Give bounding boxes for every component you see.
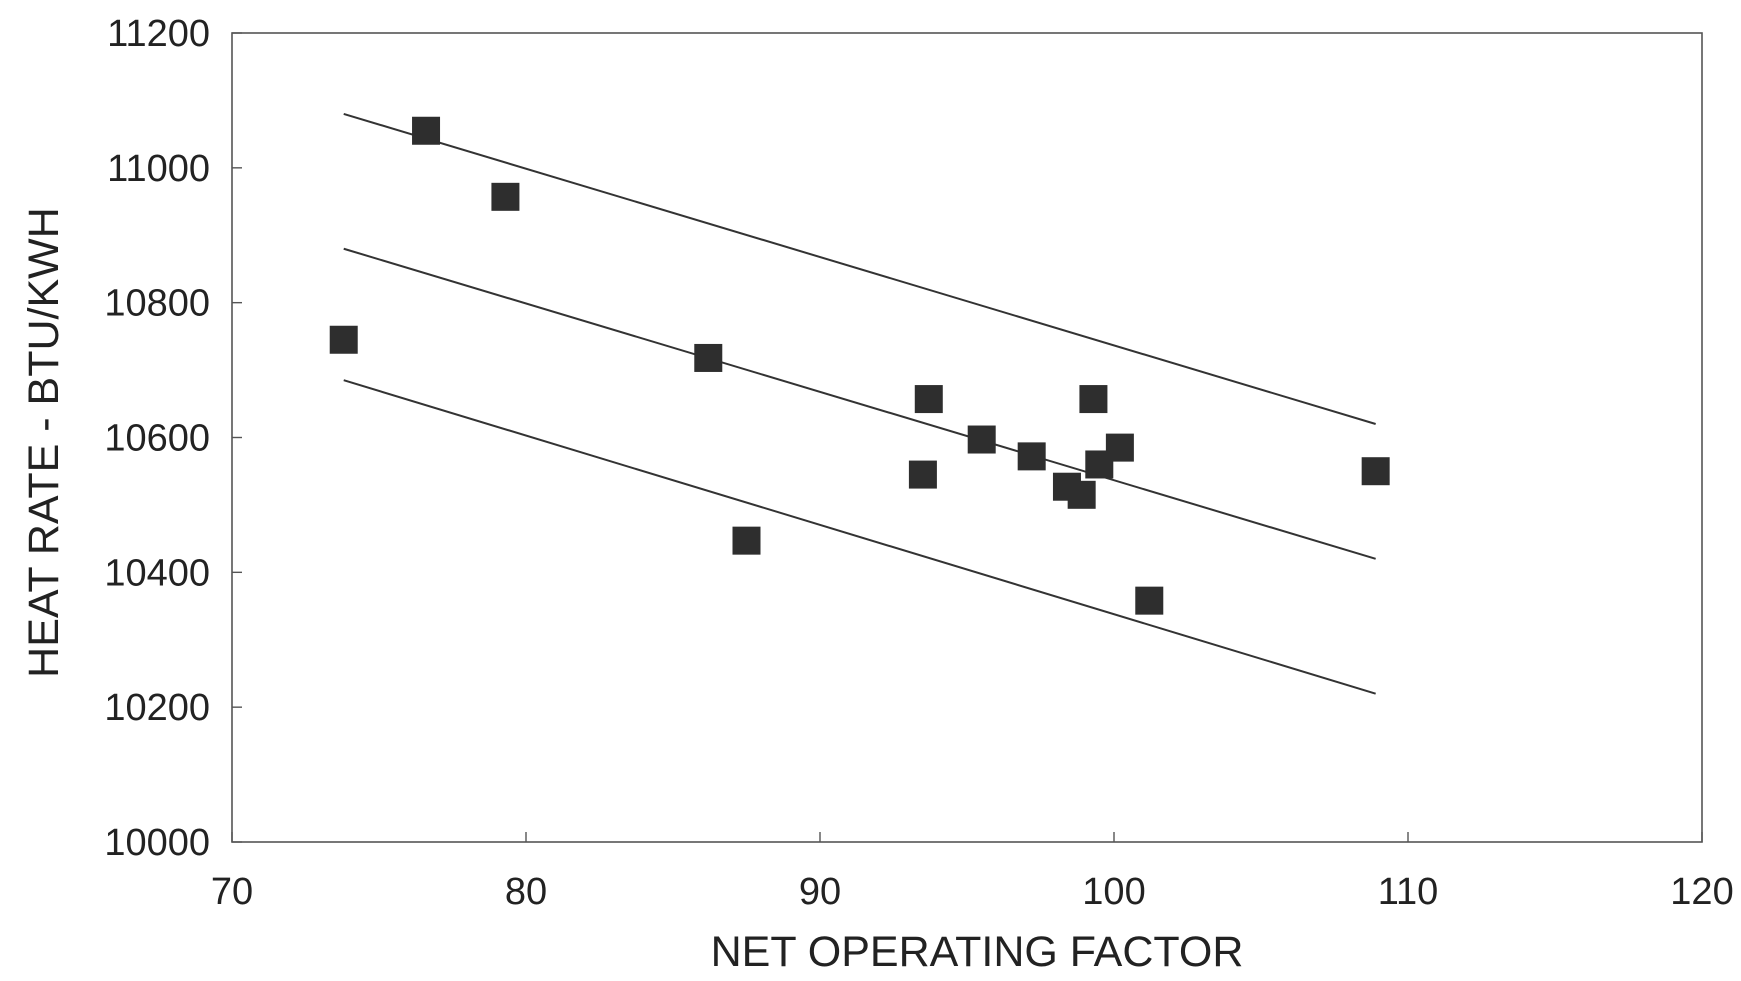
data-point xyxy=(908,460,937,489)
data-points xyxy=(329,116,1390,615)
upper-bound-line xyxy=(343,112,1376,425)
x-tick-label: 100 xyxy=(1082,871,1145,913)
x-tick-label: 90 xyxy=(799,871,841,913)
y-tick-label: 10000 xyxy=(104,822,210,864)
lower-bound-line xyxy=(343,379,1376,695)
data-point xyxy=(694,343,723,372)
x-tick-label: 70 xyxy=(211,871,253,913)
data-point xyxy=(1067,480,1096,509)
y-tick-label: 10600 xyxy=(104,418,210,460)
y-axis-title: HEAT RATE - BTU/KWH xyxy=(20,207,68,678)
x-tick-label: 110 xyxy=(1378,871,1439,913)
data-point xyxy=(1017,442,1046,471)
x-tick-label: 120 xyxy=(1670,871,1733,913)
data-point xyxy=(1105,433,1134,462)
y-tick-label: 11000 xyxy=(107,148,210,190)
x-axis-ticks: 70 80 90 100 110 120 xyxy=(211,832,1734,913)
regression-line xyxy=(343,247,1376,560)
data-point xyxy=(732,526,761,555)
x-tick-label: 80 xyxy=(505,871,547,913)
data-point xyxy=(329,325,358,354)
data-point xyxy=(1361,457,1390,486)
y-tick-label: 10400 xyxy=(104,552,210,594)
y-tick-label: 10800 xyxy=(104,283,210,325)
data-point xyxy=(412,116,441,145)
x-axis-title: NET OPERATING FACTOR xyxy=(711,928,1244,976)
fit-lines xyxy=(343,112,1376,695)
y-tick-label: 10200 xyxy=(104,687,210,729)
data-point xyxy=(491,182,520,211)
data-point xyxy=(1135,586,1164,615)
data-point xyxy=(914,385,943,414)
data-point xyxy=(1079,385,1108,414)
y-tick-label: 11200 xyxy=(107,13,210,55)
data-point xyxy=(967,425,996,454)
y-axis-ticks: 10000 10200 10400 10600 10800 11000 11200 xyxy=(104,13,242,864)
